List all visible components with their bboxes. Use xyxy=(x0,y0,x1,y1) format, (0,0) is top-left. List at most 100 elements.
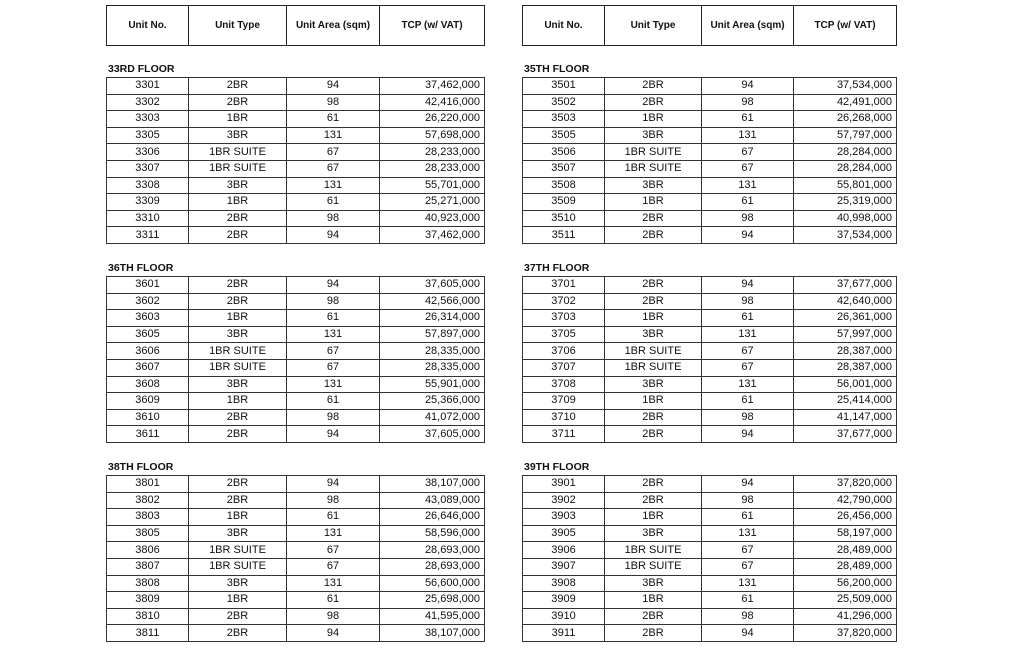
unit-area-cell: 94 xyxy=(286,77,380,95)
unit-no-cell: 3503 xyxy=(522,110,605,128)
tcp-cell: 28,387,000 xyxy=(793,358,897,377)
unit-no-cell: 3908 xyxy=(522,574,605,593)
unit-no-cell: 3806 xyxy=(106,541,189,559)
unit-no-cell: 3501 xyxy=(522,77,605,95)
unit-type-cell: 3BR xyxy=(188,176,287,195)
unit-type-cell: 1BR SUITE xyxy=(188,342,287,360)
unit-area-cell: 94 xyxy=(286,624,380,642)
unit-area-cell: 98 xyxy=(701,292,794,311)
table-row: 3908 3BR 131 56,200,000 xyxy=(522,574,897,593)
unit-type-cell: 3BR xyxy=(188,574,287,593)
unit-no-cell: 3710 xyxy=(522,408,605,427)
tcp-cell: 37,677,000 xyxy=(793,425,897,443)
table-row: 3903 1BR 61 26,456,000 xyxy=(522,508,897,526)
table-row: 3708 3BR 131 56,001,000 xyxy=(522,375,897,394)
unit-area-cell: 94 xyxy=(701,226,794,244)
unit-type-cell: 2BR xyxy=(604,607,702,626)
header-table-right: Unit No. Unit Type Unit Area (sqm) TCP (… xyxy=(522,5,897,46)
unit-area-cell: 67 xyxy=(701,557,794,576)
unit-area-cell: 94 xyxy=(286,276,380,294)
tcp-cell: 56,600,000 xyxy=(379,574,485,593)
table-row: 3811 2BR 94 38,107,000 xyxy=(106,624,485,642)
unit-type-cell: 1BR SUITE xyxy=(604,557,702,576)
table-row: 3601 2BR 94 37,605,000 xyxy=(106,276,485,294)
unit-type-cell: 1BR xyxy=(188,508,287,526)
unit-area-cell: 67 xyxy=(701,342,794,360)
tcp-cell: 58,596,000 xyxy=(379,524,485,543)
tcp-cell: 28,284,000 xyxy=(793,143,897,161)
unit-area-cell: 98 xyxy=(701,209,794,228)
unit-type-cell: 1BR SUITE xyxy=(188,541,287,559)
table-row: 3507 1BR SUITE 67 28,284,000 xyxy=(522,159,897,178)
unit-type-cell: 2BR xyxy=(188,292,287,311)
unit-no-cell: 3509 xyxy=(522,193,605,211)
unit-type-cell: 3BR xyxy=(188,126,287,145)
header-tcp: TCP (w/ VAT) xyxy=(793,5,897,46)
unit-no-cell: 3901 xyxy=(522,475,605,493)
table-row: 3905 3BR 131 58,197,000 xyxy=(522,524,897,543)
floor-label: 38TH FLOOR xyxy=(108,461,174,473)
unit-area-cell: 94 xyxy=(286,475,380,493)
tcp-cell: 38,107,000 xyxy=(379,624,485,642)
floor-label: 36TH FLOOR xyxy=(108,262,174,274)
unit-type-cell: 1BR xyxy=(604,193,702,211)
tcp-cell: 28,335,000 xyxy=(379,358,485,377)
unit-area-cell: 98 xyxy=(286,209,380,228)
tcp-cell: 41,072,000 xyxy=(379,408,485,427)
unit-type-cell: 1BR SUITE xyxy=(604,358,702,377)
tcp-cell: 57,797,000 xyxy=(793,126,897,145)
unit-area-cell: 61 xyxy=(286,193,380,211)
unit-area-cell: 98 xyxy=(701,408,794,427)
unit-area-cell: 131 xyxy=(286,375,380,394)
table-row: 3309 1BR 61 25,271,000 xyxy=(106,193,485,211)
unit-area-cell: 61 xyxy=(286,110,380,128)
tcp-cell: 26,456,000 xyxy=(793,508,897,526)
unit-area-cell: 61 xyxy=(701,591,794,609)
tcp-cell: 28,233,000 xyxy=(379,159,485,178)
tcp-cell: 42,566,000 xyxy=(379,292,485,311)
tcp-cell: 55,901,000 xyxy=(379,375,485,394)
floor-units-table: 3601 2BR 94 37,605,000 3602 2BR 98 42,566,000 36… xyxy=(106,276,485,443)
unit-no-cell: 3709 xyxy=(522,392,605,410)
tcp-cell: 42,416,000 xyxy=(379,93,485,112)
unit-no-cell: 3608 xyxy=(106,375,189,394)
tcp-cell: 42,640,000 xyxy=(793,292,897,311)
tcp-cell: 38,107,000 xyxy=(379,475,485,493)
unit-type-cell: 2BR xyxy=(188,408,287,427)
unit-type-cell: 2BR xyxy=(604,77,702,95)
unit-area-cell: 131 xyxy=(286,176,380,195)
tcp-cell: 25,414,000 xyxy=(793,392,897,410)
table-row: 3501 2BR 94 37,534,000 xyxy=(522,77,897,95)
header-unit-area: Unit Area (sqm) xyxy=(701,5,794,46)
table-row: 3709 1BR 61 25,414,000 xyxy=(522,392,897,410)
tcp-cell: 37,820,000 xyxy=(793,624,897,642)
table-row: 3706 1BR SUITE 67 28,387,000 xyxy=(522,342,897,360)
unit-type-cell: 1BR xyxy=(604,392,702,410)
floor-label: 37TH FLOOR xyxy=(524,262,590,274)
unit-type-cell: 2BR xyxy=(604,276,702,294)
floor-label: 39TH FLOOR xyxy=(524,461,590,473)
unit-type-cell: 3BR xyxy=(604,176,702,195)
unit-no-cell: 3511 xyxy=(522,226,605,244)
unit-type-cell: 2BR xyxy=(188,226,287,244)
unit-no-cell: 3711 xyxy=(522,425,605,443)
unit-area-cell: 67 xyxy=(286,358,380,377)
unit-no-cell: 3301 xyxy=(106,77,189,95)
unit-no-cell: 3703 xyxy=(522,309,605,327)
table-row: 3805 3BR 131 58,596,000 xyxy=(106,524,485,543)
tcp-cell: 26,361,000 xyxy=(793,309,897,327)
tcp-cell: 37,534,000 xyxy=(793,77,897,95)
tcp-cell: 41,147,000 xyxy=(793,408,897,427)
unit-no-cell: 3506 xyxy=(522,143,605,161)
tcp-cell: 25,366,000 xyxy=(379,392,485,410)
unit-no-cell: 3307 xyxy=(106,159,189,178)
unit-no-cell: 3502 xyxy=(522,93,605,112)
unit-no-cell: 3609 xyxy=(106,392,189,410)
unit-type-cell: 1BR xyxy=(188,309,287,327)
unit-area-cell: 131 xyxy=(701,126,794,145)
unit-type-cell: 2BR xyxy=(188,491,287,510)
table-row: 3310 2BR 98 40,923,000 xyxy=(106,209,485,228)
table-row: 3605 3BR 131 57,897,000 xyxy=(106,325,485,344)
unit-area-cell: 61 xyxy=(286,591,380,609)
unit-area-cell: 67 xyxy=(286,541,380,559)
